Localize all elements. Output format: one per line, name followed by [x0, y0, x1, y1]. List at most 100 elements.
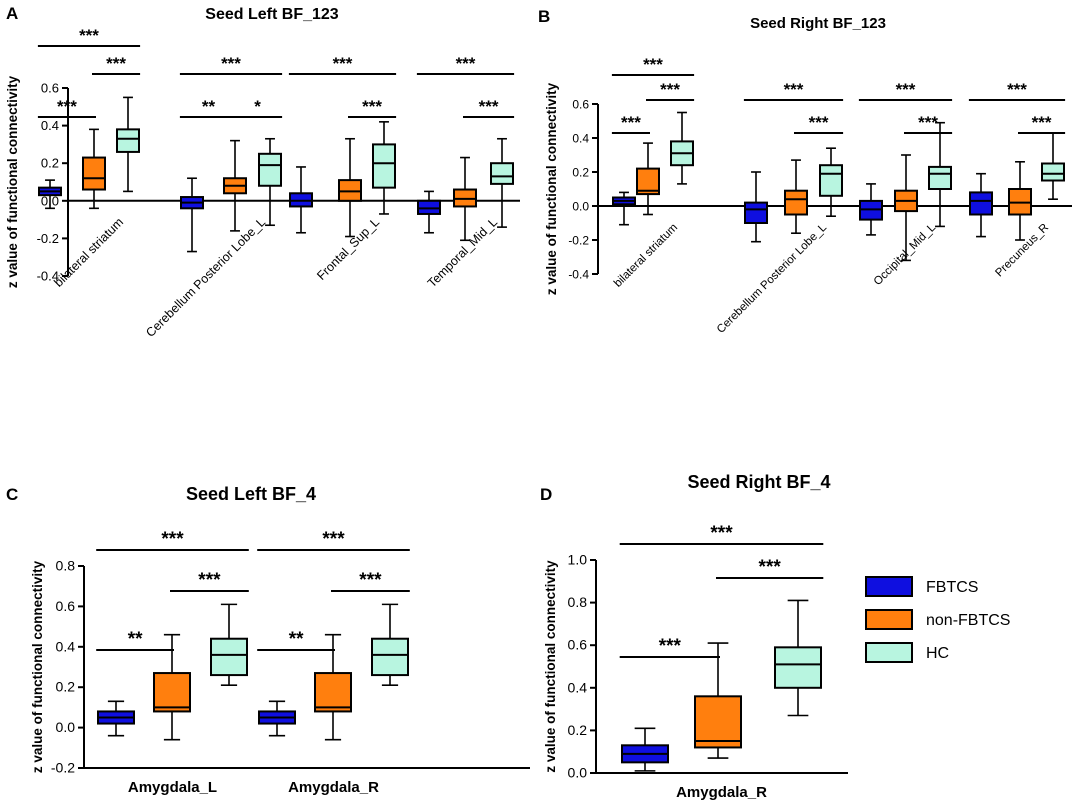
y-tick-label: -0.2: [51, 760, 75, 776]
y-tick-label: 0.6: [568, 637, 588, 653]
y-tick-label: -0.4: [568, 268, 589, 282]
significance-label: ***: [198, 570, 221, 591]
chart-title: Seed Right BF_4: [687, 472, 830, 492]
x-category-label: Occipital_Mid_L: [872, 221, 939, 288]
box-non-fbtcs: [694, 695, 742, 749]
significance-label: ***: [221, 54, 241, 73]
panel-label-a: A: [6, 4, 18, 23]
box-hc: [371, 637, 409, 677]
y-axis-label: z value of functional connectivity: [5, 75, 20, 288]
x-category-label: Amygdala_R: [676, 784, 767, 801]
y-tick-label: 1.0: [568, 552, 588, 568]
y-tick-label: 0.4: [41, 118, 59, 133]
legend: FBTCS non-FBTCS HC: [865, 576, 1010, 663]
panel-label-c: C: [6, 485, 18, 504]
significance-label: ***: [362, 97, 382, 116]
y-tick-label: 0.2: [572, 166, 589, 180]
panel-label-d: D: [540, 485, 552, 504]
y-tick-label: 0.6: [41, 81, 59, 96]
x-category-label: Precuneus_R: [993, 222, 1051, 280]
y-tick-label: 0.8: [56, 558, 76, 574]
legend-label-non-fbtcs: non-FBTCS: [926, 612, 1010, 629]
box-hc: [490, 162, 514, 185]
box-hc: [774, 646, 822, 689]
box-non-fbtcs: [636, 167, 660, 196]
significance-label: ***: [660, 80, 680, 99]
y-tick-label: -0.2: [37, 231, 59, 246]
significance-label: ***: [759, 557, 782, 578]
x-category-label: Cerebellum Posterior Lobe_L: [143, 215, 268, 340]
y-tick-label: 0.2: [56, 679, 76, 695]
y-tick-label: 0.0: [56, 719, 76, 735]
y-axis-label: z value of functional connectivity: [544, 82, 559, 295]
x-category-label: Amygdala_R: [288, 779, 379, 796]
significance-label: ***: [1032, 113, 1052, 132]
legend-label-hc: HC: [926, 645, 949, 662]
box-hc: [258, 152, 282, 187]
box-fbtcs: [969, 191, 993, 216]
y-tick-label: 0.6: [572, 98, 589, 112]
box-fbtcs: [744, 201, 768, 225]
y-tick-label: 0.6: [56, 598, 76, 614]
box-non-fbtcs: [153, 672, 191, 713]
y-tick-label: 0.2: [568, 722, 588, 738]
significance-label: ***: [79, 26, 99, 45]
y-tick-label: 0.4: [56, 638, 76, 654]
significance-label: **: [289, 629, 304, 650]
significance-label: *: [254, 97, 261, 116]
legend-swatch-non-fbtcs: [865, 609, 913, 630]
y-tick-label: -0.4: [37, 269, 59, 284]
y-tick-label: 0.0: [568, 765, 588, 781]
chart-title: Seed Right BF_123: [750, 15, 886, 32]
y-tick-label: 0.0: [572, 200, 589, 214]
box-hc: [372, 143, 396, 189]
significance-label: ***: [1007, 80, 1027, 99]
chart-title: Seed Left BF_123: [205, 6, 338, 23]
significance-label: ***: [710, 523, 733, 544]
box-hc: [1041, 162, 1065, 182]
legend-swatch-fbtcs: [865, 576, 913, 597]
box-hc: [210, 637, 248, 677]
x-category-label: Frontal_Sup_L: [314, 215, 382, 283]
significance-label: ***: [57, 97, 77, 116]
significance-label: **: [202, 97, 216, 116]
significance-label: ***: [359, 570, 382, 591]
y-tick-label: 0.4: [568, 679, 588, 695]
significance-label: ***: [621, 113, 641, 132]
y-axis-label: z value of functional connectivity: [30, 560, 45, 773]
significance-label: ***: [333, 54, 353, 73]
legend-swatch-hc: [865, 642, 913, 663]
box-hc: [928, 165, 952, 190]
significance-label: ***: [161, 529, 184, 550]
significance-label: ***: [456, 54, 476, 73]
y-axis-label: z value of functional connectivity: [543, 560, 558, 773]
y-tick-label: 0.2: [41, 156, 59, 171]
panel-c-chart: Seed Left BF_4z value of functional conn…: [30, 484, 530, 796]
significance-label: ***: [809, 113, 829, 132]
box-hc: [116, 128, 140, 153]
panel-d-chart: Seed Right BF_4z value of functional con…: [543, 472, 848, 801]
y-tick-label: 0.4: [572, 132, 589, 146]
box-non-fbtcs: [314, 672, 352, 713]
x-category-label: bilateral striatum: [612, 222, 680, 290]
box-non-fbtcs: [82, 156, 106, 191]
x-category-label: Temporal_Mid_L: [425, 215, 500, 290]
significance-label: **: [128, 629, 143, 650]
x-category-label: Cerebellum Posterior Lobe_L: [715, 221, 830, 336]
y-tick-label: 0.8: [568, 594, 588, 610]
box-non-fbtcs: [784, 189, 808, 216]
significance-label: ***: [643, 55, 663, 74]
panel-label-b: B: [538, 7, 550, 26]
chart-title: Seed Left BF_4: [186, 484, 316, 504]
significance-label: ***: [784, 80, 804, 99]
legend-label-fbtcs: FBTCS: [926, 579, 978, 596]
box-hc: [819, 164, 843, 197]
significance-label: ***: [479, 97, 499, 116]
significance-label: ***: [918, 113, 938, 132]
significance-label: ***: [659, 636, 682, 657]
x-category-label: Amygdala_L: [128, 779, 217, 796]
y-tick-label: -0.2: [568, 234, 589, 248]
x-category-label: bilateral striatum: [51, 215, 126, 290]
